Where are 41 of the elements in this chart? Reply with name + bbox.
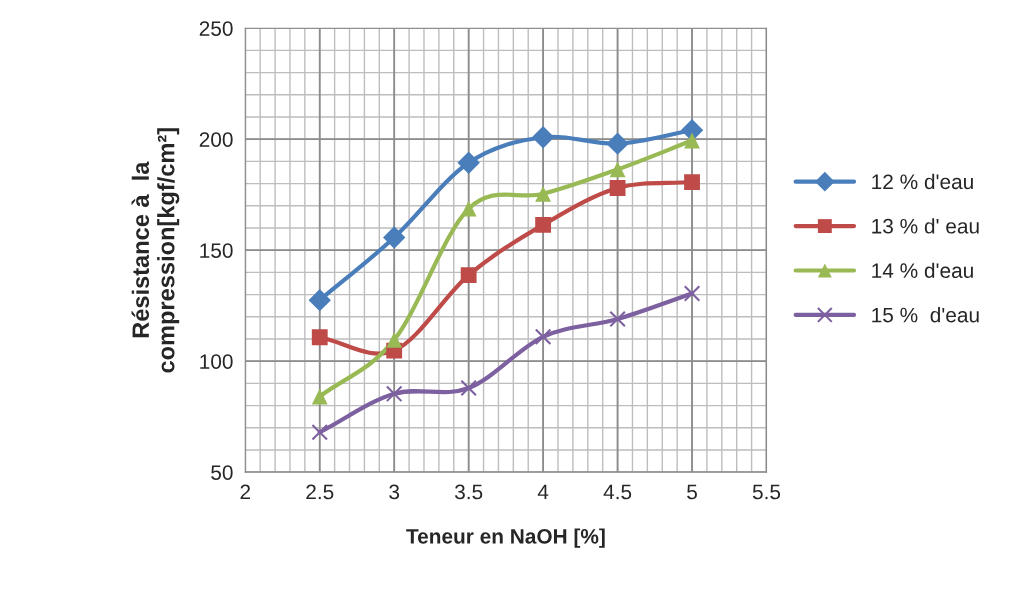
point xyxy=(383,226,406,249)
point xyxy=(385,385,403,403)
point xyxy=(386,331,403,348)
point xyxy=(609,180,626,196)
x-tick-label: 3 xyxy=(389,484,400,500)
point xyxy=(311,329,328,346)
point xyxy=(534,328,552,346)
point xyxy=(684,174,700,190)
point xyxy=(311,423,329,441)
y-tick-label: 250 xyxy=(199,21,233,36)
x-tick-label: 4 xyxy=(537,484,549,500)
legend-label: 12 % d'eau xyxy=(872,173,973,190)
point xyxy=(460,267,477,283)
x-tick-label: 4.5 xyxy=(603,484,632,500)
x-axis-title: Teneur en NaOH [%] xyxy=(406,528,605,548)
x-tick-label: 2 xyxy=(240,484,251,500)
point xyxy=(535,216,552,233)
y-axis-title: Résistance à la compression[kgf/cm²] xyxy=(131,128,180,373)
point xyxy=(609,161,626,178)
y-tick-label: 150 xyxy=(200,243,233,258)
point xyxy=(606,132,629,155)
point xyxy=(460,200,477,217)
y-tick-label: 200 xyxy=(199,132,233,147)
point xyxy=(531,126,555,149)
y-tick-label: 100 xyxy=(200,354,233,369)
point xyxy=(308,288,331,312)
x-tick-label: 3.5 xyxy=(454,484,483,500)
point xyxy=(457,151,480,174)
x-tick-label: 5.5 xyxy=(752,484,781,500)
legend-label: 15 % d'eau xyxy=(872,307,979,323)
y-tick-label: 50 xyxy=(211,465,233,480)
x-tick-label: 5 xyxy=(687,484,697,500)
point xyxy=(535,185,552,202)
point xyxy=(609,310,626,328)
legend-label: 14 % d'eau xyxy=(872,262,973,278)
point xyxy=(460,379,477,397)
point xyxy=(683,285,701,302)
point xyxy=(684,132,700,149)
x-tick-label: 2.5 xyxy=(306,484,334,500)
legend-label: 13 % d' eau xyxy=(872,218,979,234)
point xyxy=(311,388,328,405)
